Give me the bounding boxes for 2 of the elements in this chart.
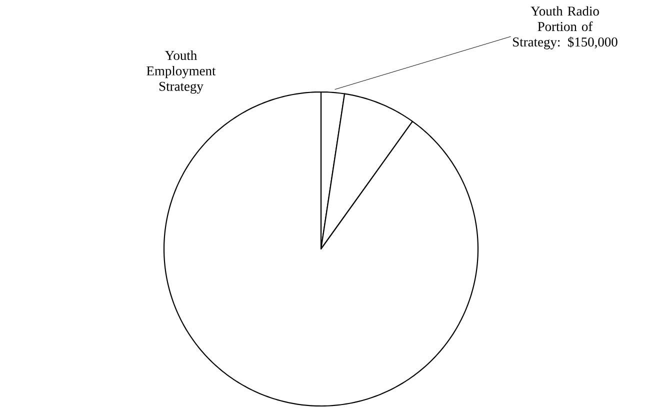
- slice-label: Youth Employment Strategy: [146, 50, 216, 94]
- slice-label: Youth Radio Portion of Strategy: $150,000: [513, 6, 618, 50]
